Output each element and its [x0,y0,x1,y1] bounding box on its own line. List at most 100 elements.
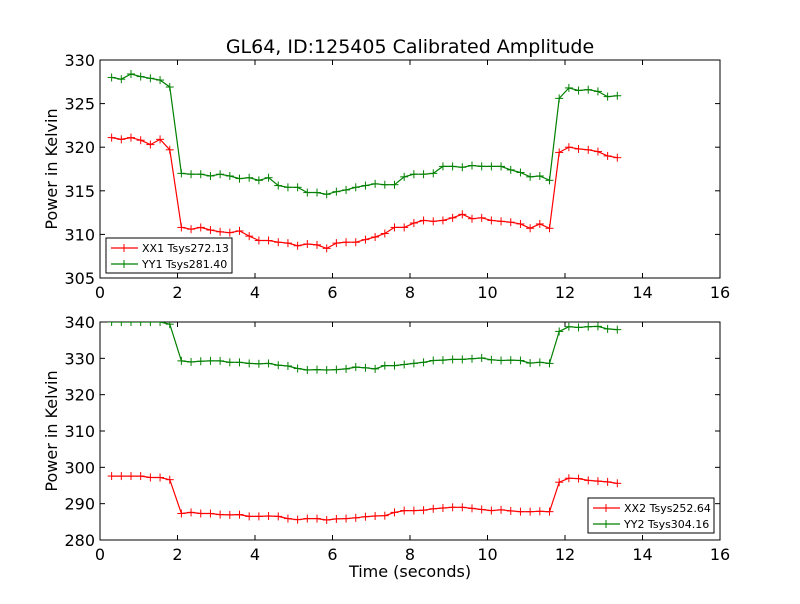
data-point [458,503,467,512]
data-point [165,475,174,484]
x-tick-label: 4 [250,283,260,302]
data-point [409,219,418,228]
data-point [526,172,535,181]
x-tick-label: 2 [172,545,182,564]
y-tick-label: 290 [64,495,95,514]
data-point [274,512,283,521]
data-point [225,228,234,237]
data-point [409,359,418,368]
data-point [545,176,554,185]
data-point [593,322,602,331]
series-1-2 [107,69,622,199]
x-axis-label: Time (seconds) [348,562,471,581]
data-point [156,322,165,326]
data-point [468,354,476,363]
data-point [206,509,215,518]
data-point [127,322,135,326]
x-tick-label: 8 [405,283,415,302]
legend-box [105,237,233,274]
x-tick-label: 12 [555,545,575,564]
data-point [264,173,273,182]
y-tick-label: 300 [64,458,95,477]
plot-area [107,322,622,525]
legend-box [587,497,715,534]
data-point [117,472,126,481]
data-point [545,224,554,233]
y-tick-label: 315 [64,182,95,201]
data-point [107,133,116,142]
x-tick-label: 6 [327,283,337,302]
data-point [487,216,496,225]
data-point [390,508,399,517]
y-tick-label: 330 [64,349,95,368]
x-tick-label: 2 [172,283,182,302]
data-point [429,356,438,365]
data-point [371,179,380,188]
y-tick-label: 320 [64,138,95,157]
data-point [245,512,254,521]
data-point [371,233,380,242]
legend: XX2 Tsys252.64 YY2 Tsys304.16 [587,497,715,534]
data-point [293,515,302,524]
data-point [254,176,263,185]
x-tick-label: 0 [95,283,105,302]
data-point [245,359,254,368]
data-point [593,147,602,156]
data-point [351,513,360,522]
data-point [156,135,165,144]
plot-1: 0 2 4 6 8 10 12 14 16 305 310 315 320 325 330 GL64, ID:… [42,36,730,302]
x-tick-label: 14 [632,545,652,564]
data-point [429,217,438,226]
data-point [438,162,447,171]
data-point [206,171,215,180]
data-point [603,324,612,333]
data-point [555,327,564,336]
data-point [613,91,622,100]
data-point [497,162,506,171]
data-point [264,236,273,245]
data-point [303,239,312,248]
data-point [196,357,205,366]
data-point [293,241,302,250]
data-point [535,507,544,516]
data-point [342,514,351,523]
data-point [332,187,341,196]
data-point [136,72,145,81]
data-point [117,135,126,144]
y-tick-label: 325 [64,95,95,114]
data-point [555,148,564,157]
data-point [225,510,234,519]
x-tick-label: 8 [405,545,415,564]
data-point [117,75,126,84]
data-point [487,355,496,364]
data-point [313,514,321,523]
data-point [351,238,360,247]
data-point [400,360,409,369]
legend-label: YY1 Tsys281.40 [141,258,227,271]
data-point [516,168,525,177]
y-axis-label: Power in Kelvin [42,108,61,229]
legend-item: XX2 Tsys252.64 [593,502,711,515]
data-point [438,216,447,225]
data-point [555,94,564,103]
data-point [293,183,302,192]
data-point [429,169,438,178]
data-point [235,226,244,235]
data-point [206,356,215,365]
data-point [564,143,573,152]
y-axis-label: Power in Kelvin [42,370,61,491]
data-point [156,76,165,85]
data-point [419,506,428,515]
data-point [225,358,234,367]
data-point [448,503,457,512]
y-tick-label: 320 [64,386,95,405]
data-point [165,145,174,154]
data-point [107,73,116,82]
data-point [477,505,486,514]
data-point [448,355,457,364]
data-point [342,238,351,247]
data-point [419,170,428,179]
data-point [332,239,341,248]
data-point [313,365,321,374]
